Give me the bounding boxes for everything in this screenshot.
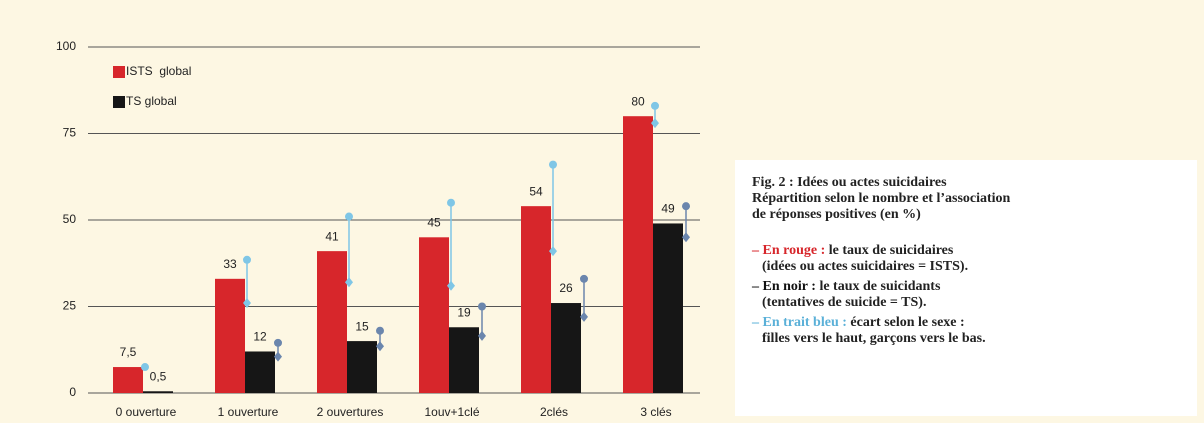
girls-marker — [447, 198, 455, 207]
bar — [245, 351, 275, 393]
bar — [317, 251, 347, 393]
girls-marker — [274, 338, 282, 347]
y-tick-label: 100 — [56, 39, 76, 53]
caption-label: – En rouge : — [751, 243, 825, 258]
girls-marker — [376, 326, 384, 335]
bar — [623, 116, 653, 393]
data-label: 49 — [661, 202, 675, 216]
boys-marker — [478, 330, 486, 341]
legend-swatch — [113, 96, 125, 108]
x-tick-label: 1 ouverture — [218, 405, 279, 419]
data-label: 15 — [355, 319, 369, 333]
girls-marker — [682, 202, 690, 211]
bar — [347, 341, 377, 393]
caption-label: – En trait bleu : — [751, 315, 847, 330]
bar — [551, 303, 581, 393]
x-tick-label: 3 clés — [640, 405, 671, 419]
caption-text: écart selon le sexe : — [847, 315, 965, 330]
data-label: 45 — [427, 215, 441, 229]
data-label: 80 — [631, 94, 645, 108]
boys-marker — [549, 246, 557, 257]
caption-item: – En rouge : le taux de suicidaires — [751, 243, 954, 258]
bar — [449, 327, 479, 393]
caption-item: – En trait bleu : écart selon le sexe : — [751, 315, 965, 330]
y-tick-label: 25 — [63, 299, 77, 313]
caption-item: – En noir : le taux de suicidants — [751, 279, 941, 294]
data-label: 54 — [529, 184, 543, 198]
y-tick-label: 50 — [63, 212, 77, 226]
data-label: 0,5 — [150, 369, 167, 383]
bar — [419, 237, 449, 393]
legend-swatch — [113, 66, 125, 78]
girls-marker — [580, 274, 588, 283]
girls-marker — [141, 363, 149, 372]
girls-marker — [345, 212, 353, 221]
caption: Fig. 2 : Idées ou actes suicidairesRépar… — [751, 175, 1011, 346]
legend-label: ISTS global — [126, 64, 191, 78]
caption-text: le taux de suicidants — [816, 279, 941, 294]
y-tick-label: 75 — [63, 126, 77, 140]
boys-marker — [345, 277, 353, 288]
caption-text: le taux de suicidaires — [825, 243, 954, 258]
boys-marker — [651, 118, 659, 129]
boys-marker — [580, 311, 588, 322]
data-label: 12 — [253, 330, 267, 344]
bar — [521, 206, 551, 393]
data-label: 41 — [325, 229, 339, 243]
caption-title: Fig. 2 : Idées ou actes suicidaires — [752, 175, 947, 190]
boys-marker — [376, 341, 384, 352]
x-tick-label: 0 ouverture — [116, 405, 177, 419]
girls-marker — [549, 160, 557, 169]
x-tick-label: 2clés — [540, 405, 568, 419]
bar — [215, 278, 245, 393]
caption-text: filles vers le haut, garçons vers le bas… — [762, 331, 986, 346]
x-tick-label: 2 ouvertures — [317, 405, 384, 419]
legend-label: TS global — [126, 94, 177, 108]
bar — [113, 367, 143, 393]
x-tick-label: 1ouv+1clé — [424, 405, 479, 419]
boys-marker — [447, 280, 455, 291]
data-label: 26 — [559, 281, 573, 295]
data-label: 7,5 — [120, 345, 137, 359]
caption-box — [735, 160, 1197, 416]
caption-text: (idées ou actes suicidaires = ISTS). — [762, 259, 968, 274]
y-tick-label: 0 — [69, 385, 76, 399]
girls-marker — [478, 302, 486, 311]
caption-text: (tentatives de suicide = TS). — [762, 295, 926, 310]
girls-marker — [651, 101, 659, 110]
girls-marker — [243, 255, 251, 264]
boys-marker — [274, 351, 282, 362]
data-label: 33 — [223, 257, 237, 271]
data-label: 19 — [457, 305, 471, 319]
bar — [143, 391, 173, 393]
bar — [653, 223, 683, 393]
caption-title: Répartition selon le nombre et l’associa… — [752, 191, 1011, 206]
caption-title: de réponses positives (en %) — [752, 207, 921, 222]
boys-marker — [243, 298, 251, 309]
boys-marker — [682, 232, 690, 243]
caption-label: – En noir : — [751, 279, 816, 294]
